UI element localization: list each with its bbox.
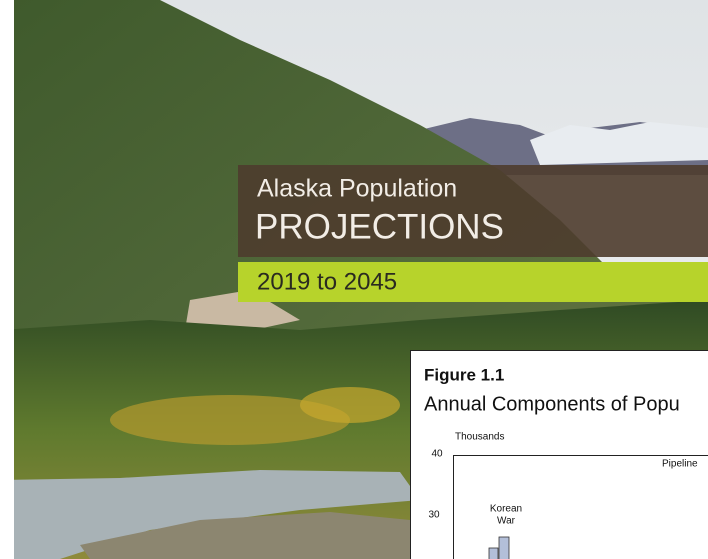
bar [499,537,509,559]
bar [489,548,498,559]
y-tick-label: 30 [428,510,440,521]
figure-label: Figure 1.1 [424,365,504,384]
y-axis-label: Thousands [455,432,504,443]
cover-image: Alaska Population PROJECTIONS 2019 to 20… [0,0,708,559]
autumn-trees [300,387,400,423]
annotation: Korean [490,504,522,515]
cover-title: PROJECTIONS [255,207,504,246]
figure-title: Annual Components of Popu [424,393,680,415]
annotation: War [497,516,516,527]
y-tick-label: 40 [431,449,443,460]
page-margin [0,0,14,559]
annotation: Pipeline [662,459,698,470]
page: Alaska Population PROJECTIONS 2019 to 20… [0,0,708,559]
cover-subtitle: 2019 to 2045 [257,268,397,295]
cover-title: Alaska Population [257,175,457,203]
